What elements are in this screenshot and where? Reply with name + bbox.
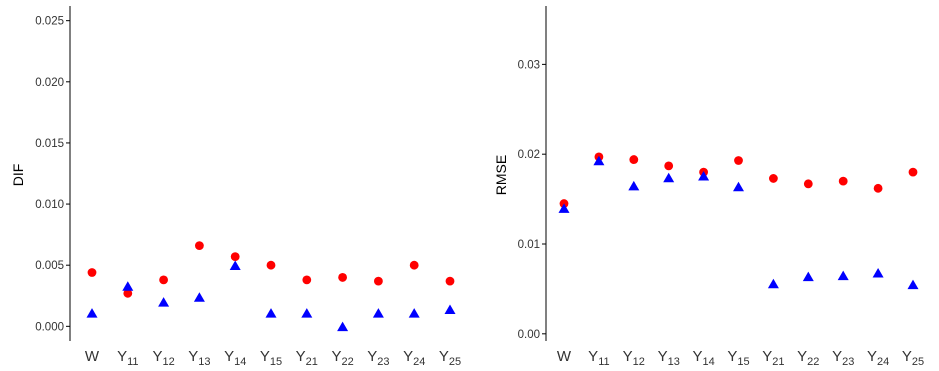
dif-y-tick-label: 0.000 — [35, 321, 64, 333]
dif-x-tick-label: Y15 — [260, 348, 282, 368]
rmse-point-red — [908, 167, 918, 177]
dif-point-blue — [158, 297, 170, 307]
rmse-point-red — [873, 183, 883, 193]
dif-x-tick-label: Y25 — [439, 348, 461, 368]
rmse-point-blue — [558, 203, 570, 213]
dif-x-tick-label: Y23 — [367, 348, 389, 368]
dif-point-blue — [193, 292, 205, 302]
dif-y-axis-label: DIF — [10, 164, 26, 187]
dif-x-tick-label: Y13 — [188, 348, 210, 368]
rmse-y-tick-label: 0.00 — [518, 329, 540, 341]
dif-x-tick-label: Y24 — [403, 348, 425, 368]
dif-y-tick-label: 0.010 — [35, 199, 64, 211]
rmse-data-points — [558, 152, 919, 290]
rmse-y-axis-label: RMSE — [493, 155, 509, 195]
dif-point-blue — [372, 308, 384, 318]
rmse-point-blue — [802, 271, 814, 282]
dif-point-red — [159, 275, 169, 285]
rmse-y-tick-label: 0.01 — [518, 239, 540, 251]
dif-panel: DIF 0.000 0.005 0.010 0.015 0.020 0.025 W Y11 Y… — [10, 6, 461, 368]
rmse-x-tick-label: Y22 — [797, 348, 819, 368]
dif-y-ticks: 0.000 0.005 0.010 0.015 0.020 0.025 — [35, 16, 70, 333]
rmse-x-tick-label: Y11 — [588, 348, 609, 368]
dif-point-red — [266, 260, 276, 270]
dif-x-tick-label: W — [85, 348, 100, 365]
rmse-y-ticks: 0.00 0.01 0.02 0.03 — [518, 59, 546, 341]
dif-point-blue — [86, 308, 98, 318]
dif-point-red — [374, 276, 383, 286]
rmse-point-blue — [767, 278, 779, 289]
rmse-point-blue — [837, 270, 849, 281]
rmse-point-blue — [593, 155, 605, 166]
rmse-point-red — [734, 156, 743, 165]
dif-x-ticks: W Y11 Y12 Y13 Y14 Y15 Y21 Y22 Y23 Y24 Y25 — [85, 348, 461, 368]
rmse-point-red — [769, 174, 778, 183]
rmse-point-blue — [872, 267, 884, 278]
rmse-x-tick-label: W — [557, 348, 572, 365]
rmse-x-tick-label: Y15 — [727, 348, 749, 368]
rmse-y-tick-label: 0.03 — [518, 59, 540, 71]
dif-y-tick-label: 0.015 — [35, 138, 64, 150]
rmse-x-tick-label: Y25 — [902, 348, 924, 368]
dif-x-tick-label: Y14 — [224, 348, 246, 368]
dif-point-red — [302, 275, 312, 285]
dif-point-red — [409, 260, 419, 270]
rmse-x-tick-label: Y13 — [658, 348, 680, 368]
rmse-point-red — [838, 176, 848, 186]
dif-x-tick-label: Y21 — [296, 348, 318, 368]
rmse-point-red — [803, 179, 813, 189]
dif-y-tick-label: 0.005 — [35, 260, 64, 272]
rmse-x-tick-label: Y14 — [692, 348, 714, 368]
dif-x-tick-label: Y11 — [117, 348, 138, 368]
dif-point-blue — [444, 304, 456, 314]
dif-x-tick-label: Y22 — [331, 348, 353, 368]
dif-point-blue — [337, 321, 349, 332]
rmse-point-blue — [907, 279, 919, 290]
rmse-y-tick-label: 0.02 — [518, 149, 540, 161]
rmse-x-tick-label: Y24 — [867, 348, 889, 368]
dif-point-red — [338, 273, 347, 282]
rmse-x-ticks: W Y11 Y12 Y13 Y14 Y15 Y21 Y22 Y23 Y24 Y25 — [557, 348, 924, 368]
rmse-x-tick-label: Y23 — [832, 348, 854, 368]
dif-point-blue — [408, 308, 420, 318]
rmse-point-red — [664, 161, 674, 171]
rmse-x-tick-label: Y12 — [623, 348, 645, 368]
rmse-panel: RMSE 0.00 0.01 0.02 0.03 W Y11 Y12 Y13 Y14 Y15 Y2… — [493, 6, 924, 368]
dif-point-red — [87, 268, 97, 277]
rmse-point-blue — [733, 181, 744, 192]
dif-x-tick-label: Y12 — [152, 348, 174, 368]
dif-y-tick-label: 0.025 — [35, 16, 64, 28]
rmse-point-blue — [698, 170, 710, 181]
rmse-x-tick-label: Y21 — [762, 348, 784, 368]
dif-point-blue — [265, 308, 277, 318]
dif-point-blue — [301, 308, 313, 318]
dif-y-tick-label: 0.020 — [35, 77, 64, 89]
dif-point-red — [445, 276, 455, 286]
rmse-point-blue — [663, 172, 675, 183]
dif-point-red — [230, 252, 240, 262]
dif-point-red — [195, 241, 204, 251]
dif-data-points — [86, 241, 456, 332]
rmse-point-blue — [628, 180, 640, 191]
rmse-point-red — [629, 155, 639, 164]
dif-point-red — [123, 288, 133, 298]
dif-point-blue — [122, 281, 134, 291]
dif-point-blue — [229, 260, 241, 270]
